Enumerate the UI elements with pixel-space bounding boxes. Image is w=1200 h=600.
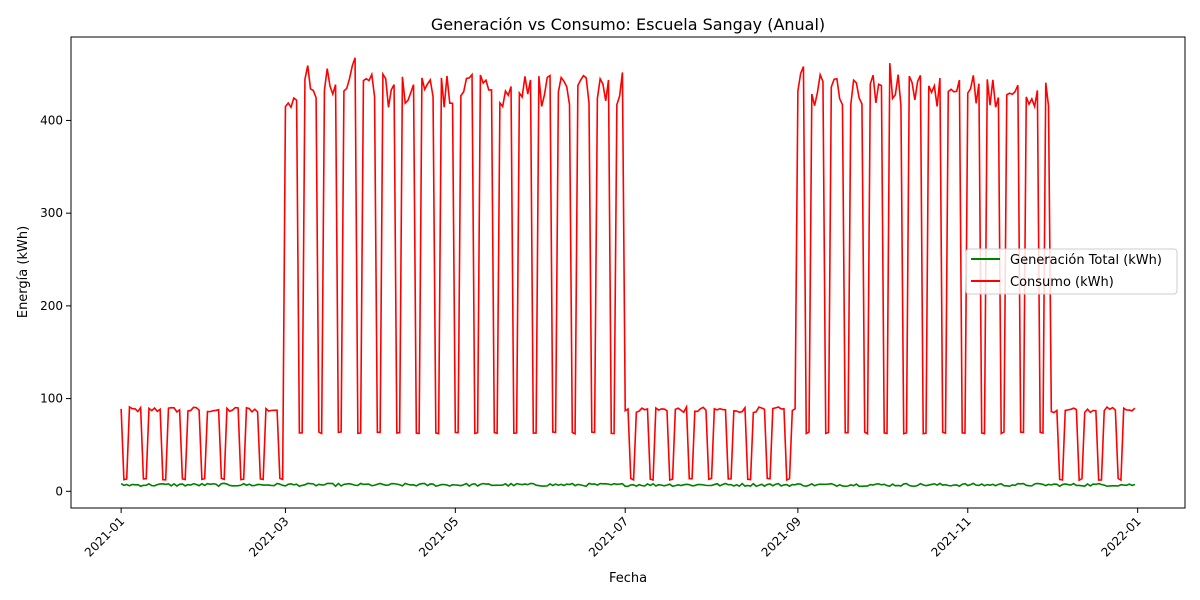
y-tick-label: 400: [40, 113, 63, 127]
chart-title: Generación vs Consumo: Escuela Sangay (A…: [431, 15, 825, 34]
y-tick-label: 200: [40, 299, 63, 313]
legend-label-generacion: Generación Total (kWh): [1010, 253, 1162, 268]
y-tick-label: 0: [55, 484, 63, 498]
legend-box: [965, 248, 1178, 295]
legend: Generación Total (kWh) Consumo (kWh): [965, 248, 1178, 295]
y-axis-ticks: 0 100 200 300 400: [40, 113, 71, 498]
legend-label-consumo: Consumo (kWh): [1010, 275, 1114, 290]
y-tick-label: 300: [40, 206, 63, 220]
y-axis-label: Energía (kWh): [16, 226, 31, 318]
series-line-consumo: [120, 57, 1136, 482]
series-line-generacion: [120, 482, 1136, 488]
y-tick-label: 100: [40, 392, 63, 406]
plot-lines: [120, 57, 1136, 488]
axes-frame: [70, 36, 1186, 509]
x-axis-label: Fecha: [609, 571, 647, 586]
